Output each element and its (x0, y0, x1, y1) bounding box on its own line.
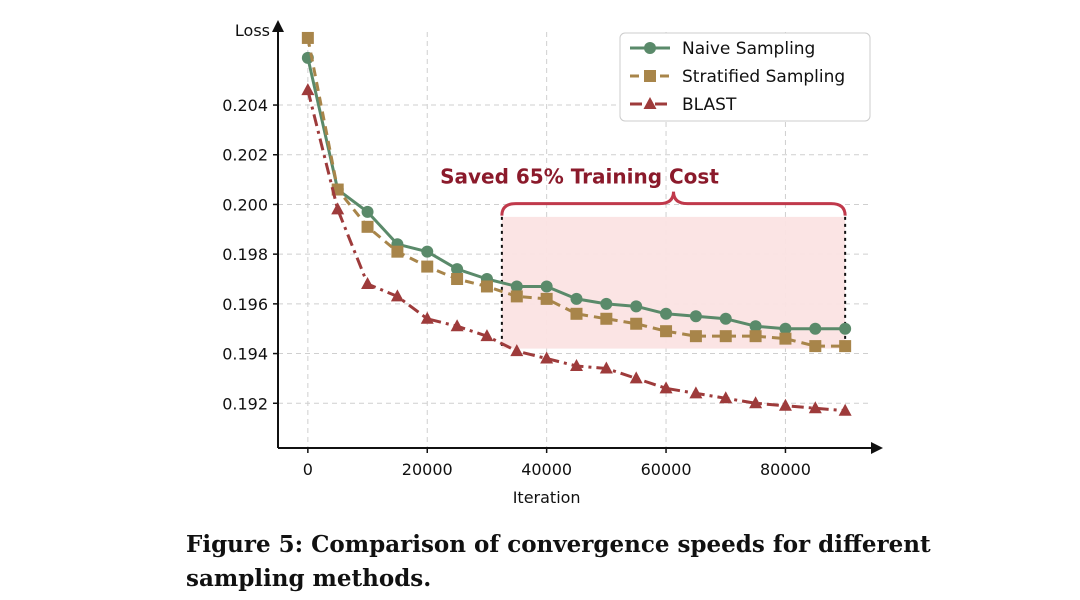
data-point (391, 245, 404, 258)
data-point (749, 396, 763, 409)
x-axis-arrow (871, 442, 883, 454)
data-point (510, 280, 523, 293)
caption-line-2: sampling methods. (186, 565, 432, 592)
data-point (600, 297, 613, 310)
x-tick-label: 20000 (402, 460, 453, 479)
saved-cost-brace (500, 191, 847, 216)
data-point (540, 292, 553, 305)
data-point (361, 276, 375, 289)
data-point (808, 401, 822, 414)
x-tick-label: 60000 (641, 460, 692, 479)
data-point (749, 320, 762, 333)
data-point (689, 330, 702, 343)
data-point (629, 371, 643, 384)
data-point (451, 273, 464, 286)
data-point (600, 312, 613, 325)
data-point (719, 330, 732, 343)
data-point (570, 292, 583, 305)
data-point (361, 205, 374, 218)
legend-label: Naive Sampling (682, 39, 815, 59)
data-point (480, 329, 494, 342)
data-point (421, 260, 434, 273)
legend: Naive Sampling Stratified Sampling BLAST (619, 32, 871, 122)
data-point (361, 220, 374, 233)
legend-marker (644, 42, 656, 54)
x-tick-label: 80000 (760, 460, 811, 479)
legend-marker (644, 70, 656, 82)
y-tick-label: 0.198 (222, 245, 268, 264)
data-point (301, 83, 315, 96)
x-axis-label: Iteration (513, 488, 581, 507)
data-point (689, 310, 702, 323)
caption-line-1: Figure 5: Comparison of convergence spee… (186, 531, 931, 558)
data-point (599, 361, 613, 374)
data-point (540, 280, 553, 293)
y-axis-label: Loss (235, 21, 270, 40)
legend-label: Stratified Sampling (682, 67, 845, 87)
data-point (749, 330, 762, 343)
data-point (390, 289, 404, 302)
legend-marker (643, 97, 657, 109)
data-point (779, 322, 792, 335)
data-point (778, 398, 792, 411)
data-point (689, 386, 703, 399)
series-blast (301, 83, 852, 416)
data-point (450, 319, 464, 332)
data-point (630, 300, 643, 313)
data-point (480, 280, 493, 293)
data-point (421, 245, 434, 258)
legend-box (619, 32, 871, 122)
data-point (301, 31, 314, 44)
data-point (660, 325, 673, 338)
data-point (809, 322, 822, 335)
data-point (510, 290, 523, 303)
y-tick-label: 0.192 (222, 394, 268, 413)
series-stratified-sampling (301, 31, 852, 353)
y-tick-label: 0.204 (222, 96, 268, 115)
data-point (779, 332, 792, 345)
data-point (570, 358, 583, 371)
data-point (809, 340, 822, 353)
data-point (540, 351, 554, 364)
y-tick-label: 0.194 (222, 345, 268, 364)
legend-item: Stratified Sampling (630, 67, 845, 87)
y-tick-label: 0.202 (222, 146, 268, 165)
convergence-chart: Saved 65% Training Cost 0 20000 40000 60000 8… (222, 20, 883, 507)
data-point (420, 311, 434, 324)
data-point (839, 340, 852, 353)
y-axis-arrow (272, 20, 284, 32)
data-point (659, 381, 673, 394)
data-point (839, 322, 852, 335)
data-point (331, 202, 345, 215)
legend-item: BLAST (630, 95, 737, 115)
figure-caption: Figure 5: Comparison of convergence spee… (186, 528, 1046, 596)
x-tick-label: 0 (303, 460, 313, 479)
legend-label: BLAST (682, 95, 737, 115)
x-tick-label: 40000 (521, 460, 572, 479)
y-tick-label: 0.200 (222, 195, 268, 214)
y-tick-label: 0.196 (222, 295, 268, 314)
data-point (660, 307, 673, 320)
data-point (838, 403, 852, 416)
data-point (719, 391, 733, 404)
legend-item: Naive Sampling (630, 39, 815, 59)
data-point (510, 344, 524, 357)
saved-cost-label: Saved 65% Training Cost (440, 165, 719, 189)
data-point (570, 307, 583, 320)
data-point (630, 317, 643, 330)
data-point (451, 263, 464, 276)
data-point (719, 312, 732, 325)
